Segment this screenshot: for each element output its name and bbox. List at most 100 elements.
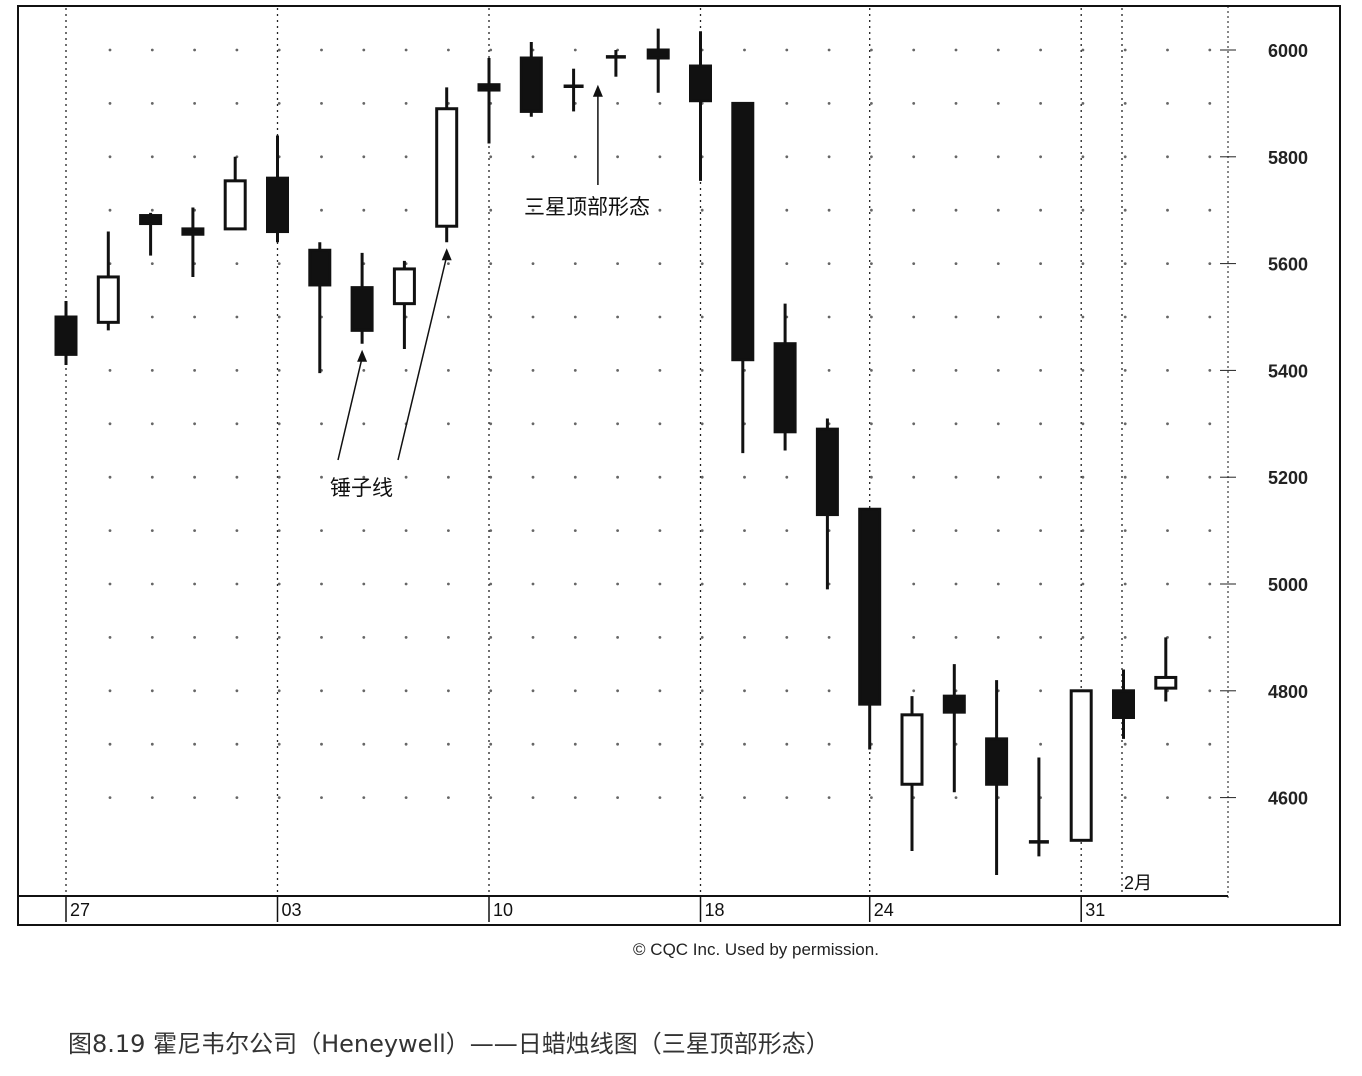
grid-dot	[700, 422, 704, 426]
grid-dot	[1208, 315, 1212, 319]
grid-dot	[1123, 208, 1127, 212]
grid-dot	[827, 102, 831, 105]
grid-dot	[531, 422, 535, 426]
y-tick-label: 5800	[1268, 148, 1308, 168]
grid-dot	[700, 208, 704, 212]
chart-border	[17, 5, 1341, 926]
candle	[1069, 689, 1093, 842]
grid-dot	[573, 796, 577, 799]
grid-dot	[1208, 475, 1212, 479]
copyright-notice: © CQC Inc. Used by permission.	[633, 940, 879, 959]
candle	[731, 101, 755, 454]
grid-dot	[616, 689, 619, 693]
grid-dot	[912, 315, 916, 319]
candle	[773, 303, 797, 451]
grid-dot	[1081, 529, 1085, 532]
grid-dot	[785, 689, 789, 693]
grid-dot	[320, 529, 323, 532]
grid-dot	[1081, 262, 1085, 265]
grid-dot	[1081, 315, 1085, 319]
grid-dot	[573, 582, 577, 586]
grid-dot	[870, 102, 873, 105]
candle	[96, 231, 120, 331]
annotation: 三星顶部形态	[524, 84, 650, 219]
candles	[54, 28, 1178, 876]
grid-dot	[785, 102, 789, 105]
grid-dot	[870, 422, 873, 426]
grid-dot	[827, 315, 831, 319]
grid-dot	[573, 689, 577, 693]
grid-dot	[785, 208, 789, 212]
grid-dot	[447, 315, 450, 319]
grid-dot	[489, 369, 493, 372]
candle-body	[392, 267, 416, 306]
candle	[689, 31, 712, 181]
grid-dot	[616, 742, 619, 746]
grid-dot	[870, 48, 873, 52]
candle-body	[519, 56, 543, 113]
grid-dot	[743, 742, 746, 746]
candle-body	[477, 83, 501, 92]
grid-dot	[912, 529, 916, 532]
grid-dot	[996, 422, 1000, 426]
grid-dot	[954, 208, 958, 212]
grid-dot	[954, 48, 958, 52]
grid-dot	[1039, 48, 1042, 52]
grid-dot	[1039, 582, 1042, 586]
grid-dot	[658, 155, 662, 159]
grid-dot	[489, 262, 493, 265]
grid-dot	[150, 582, 154, 586]
month-label: 2月	[1124, 873, 1152, 893]
candle-body	[266, 176, 289, 234]
grid-dot	[447, 475, 450, 479]
grid-dot	[531, 529, 535, 532]
grid-dot	[320, 689, 323, 693]
y-tick-label: 5000	[1268, 575, 1308, 595]
candle-body	[1112, 689, 1135, 719]
grid-dot	[700, 529, 704, 532]
grid-dot	[1123, 315, 1127, 319]
grid-dot	[404, 742, 408, 746]
grid-dot	[235, 689, 239, 693]
candle	[563, 68, 584, 112]
candle	[477, 58, 501, 144]
grid-dot	[1208, 155, 1212, 159]
x-date-label: 03	[282, 900, 302, 920]
grid-dot	[658, 475, 662, 479]
grid-dot	[1081, 582, 1085, 586]
grid-dot	[616, 582, 619, 586]
grid-dot	[235, 742, 239, 746]
grid-dot	[1039, 529, 1042, 532]
grid-dot	[235, 315, 239, 319]
grid-dot	[827, 689, 831, 693]
grid-dot	[996, 369, 1000, 372]
grid-dot	[573, 529, 577, 532]
grid-dot	[193, 369, 197, 372]
grid-dot	[320, 422, 323, 426]
grid-dot	[1208, 262, 1212, 265]
grid-dot	[235, 529, 239, 532]
grid-dot	[362, 102, 366, 105]
grid-dot	[404, 529, 408, 532]
grid-dot	[150, 155, 154, 159]
grid-dot	[108, 529, 112, 532]
annotations: 锤子线 三星顶部形态	[330, 84, 650, 500]
grid-dot	[531, 262, 535, 265]
grid-dot	[362, 422, 366, 426]
grid-dot	[531, 689, 535, 693]
grid-dot	[870, 315, 873, 319]
grid-dot	[277, 742, 281, 746]
grid-dot	[108, 48, 112, 52]
grid-dot	[531, 475, 535, 479]
grid-dot	[150, 369, 154, 372]
grid-dot	[912, 102, 916, 105]
candle-body	[900, 713, 924, 786]
candle	[1028, 757, 1049, 857]
grid-dot	[489, 529, 493, 532]
grid-dot	[616, 475, 619, 479]
grid-dot	[1208, 636, 1212, 639]
grid-dot	[1123, 796, 1127, 799]
candle-body	[858, 507, 882, 706]
grid-dot	[1208, 742, 1212, 746]
grid-dot	[362, 155, 366, 159]
